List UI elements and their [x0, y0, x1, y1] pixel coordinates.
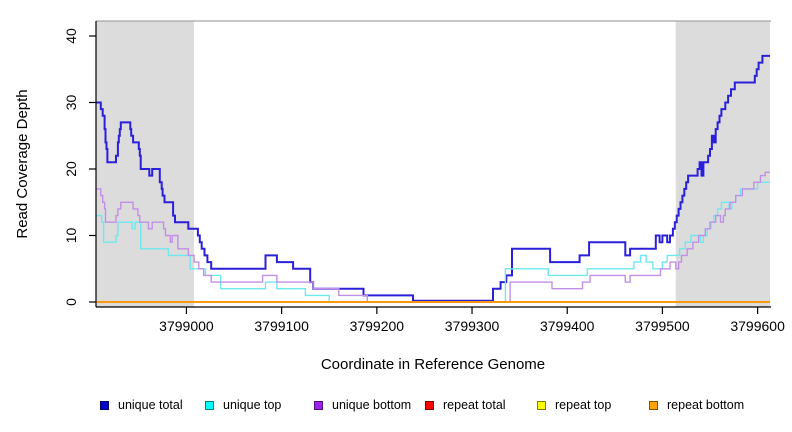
y-tick-label: 0 — [63, 298, 79, 306]
legend-label: repeat bottom — [667, 398, 745, 412]
coverage-step-lines — [96, 54, 770, 303]
y-tick-label: 40 — [63, 28, 79, 44]
unique-bottom-swatch-icon — [314, 400, 323, 410]
legend-item-unique-top: unique top — [205, 397, 281, 413]
legend-label: unique top — [223, 398, 282, 412]
series-line-unique-bottom — [96, 171, 770, 303]
repeat-bottom-swatch-icon — [649, 400, 658, 410]
legend: unique total unique top unique bottom re… — [0, 397, 792, 417]
legend-item-repeat-top: repeat top — [537, 397, 611, 413]
x-tick-label: 3799100 — [254, 318, 309, 334]
shaded-repeat-regions — [96, 21, 770, 307]
x-tick-label: 3799000 — [159, 318, 214, 334]
x-tick-label: 3799300 — [445, 318, 500, 334]
legend-item-unique-bottom: unique bottom — [314, 397, 411, 413]
legend-label: repeat total — [443, 398, 506, 412]
shaded-region — [675, 21, 770, 307]
y-tick-label: 30 — [63, 95, 79, 111]
legend-item-unique-total: unique total — [100, 397, 183, 413]
x-axis-title: Coordinate in Reference Genome — [321, 356, 545, 373]
x-tick-label: 3799600 — [730, 318, 785, 334]
unique-top-swatch-icon — [205, 400, 214, 410]
y-tick-label: 10 — [63, 228, 79, 244]
series-line-unique-top — [96, 181, 770, 303]
x-tick-label: 3799400 — [540, 318, 595, 334]
x-tick-label: 3799200 — [350, 318, 405, 334]
x-tick-label: 3799500 — [635, 318, 690, 334]
shaded-region — [96, 21, 195, 307]
y-tick-label: 20 — [63, 161, 79, 177]
series-line-unique-total — [96, 54, 770, 302]
legend-item-repeat-bottom: repeat bottom — [649, 397, 744, 413]
legend-label: repeat top — [555, 398, 612, 412]
repeat-total-swatch-icon — [425, 400, 434, 410]
legend-item-repeat-total: repeat total — [425, 397, 506, 413]
y-axis-title: Read Coverage Depth — [14, 89, 31, 238]
unique-total-swatch-icon — [100, 400, 109, 410]
legend-label: unique total — [118, 398, 183, 412]
legend-label: unique bottom — [332, 398, 412, 412]
axes-and-ticks: 3799000 3799100 3799200 3799300 3799400 37995… — [63, 21, 785, 334]
repeat-top-swatch-icon — [537, 400, 546, 410]
